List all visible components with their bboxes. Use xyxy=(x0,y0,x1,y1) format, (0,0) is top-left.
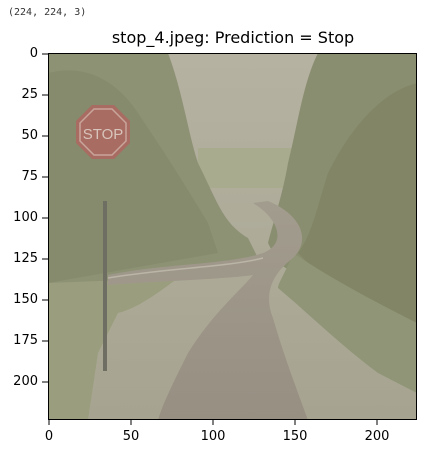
x-tick-label: 100 xyxy=(200,429,226,444)
x-tick-label: 200 xyxy=(364,429,390,444)
stop-sign-photo: STOP xyxy=(48,53,417,420)
plot-title: stop_4.jpeg: Prediction = Stop xyxy=(111,28,355,47)
y-tick-label: 50 xyxy=(21,128,38,143)
svg-text:STOP: STOP xyxy=(83,126,124,143)
y-tick-label: 175 xyxy=(13,333,38,348)
x-axis-ticks xyxy=(48,420,378,425)
x-tick-label: 0 xyxy=(44,429,54,444)
y-tick-label: 100 xyxy=(13,210,38,225)
y-tick-label: 125 xyxy=(13,251,38,266)
x-tick-label: 50 xyxy=(122,429,140,444)
cell-output-shape: (224, 224, 3) xyxy=(8,7,87,18)
x-tick-label: 150 xyxy=(282,429,308,444)
y-tick-label: 150 xyxy=(13,292,38,307)
y-tick-label: 200 xyxy=(13,374,38,389)
image-axes: STOP xyxy=(48,53,417,420)
y-tick-label: 0 xyxy=(29,46,38,61)
y-tick-label: 75 xyxy=(21,169,38,184)
y-axis-ticks xyxy=(42,53,48,383)
y-tick-label: 25 xyxy=(21,87,38,102)
